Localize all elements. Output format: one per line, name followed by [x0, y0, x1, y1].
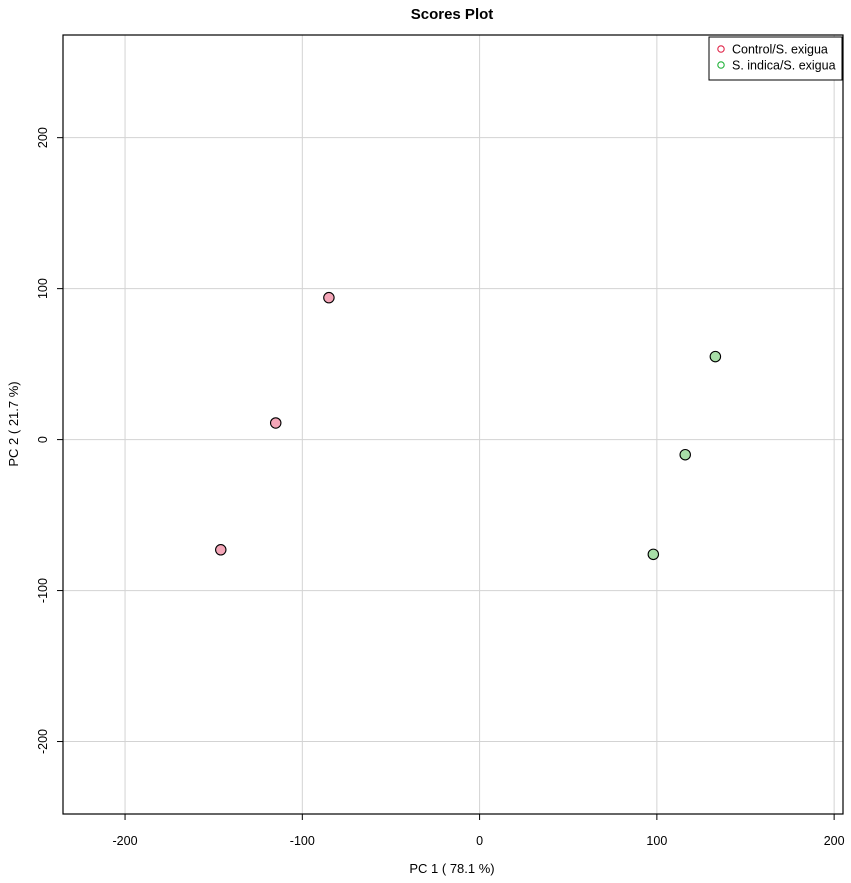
y-axis-label: PC 2 ( 21.7 %) — [6, 381, 21, 466]
plot-frame — [62, 34, 844, 815]
data-point-series-1 — [215, 544, 227, 556]
y-tick-label: -200 — [36, 729, 50, 754]
data-points — [215, 291, 722, 561]
y-axis-ticks: -200 -100 0 100 200 — [36, 127, 63, 754]
legend-label-series-1: Control/S. exigua — [732, 43, 828, 57]
data-point-series-1 — [269, 417, 282, 429]
legend: Control/S. exigua S. indica/S. exigua — [708, 36, 843, 81]
grid-lines — [63, 35, 843, 814]
legend-box — [708, 36, 843, 81]
y-tick-label: 200 — [36, 127, 50, 148]
data-point-series-2 — [679, 448, 691, 461]
data-point-series-2 — [709, 350, 722, 363]
x-axis-label: PC 1 ( 78.1 %) — [409, 861, 494, 876]
legend-marker-series-1 — [717, 45, 725, 53]
x-tick-label: -200 — [113, 834, 138, 848]
chart-title: Scores Plot — [411, 6, 494, 23]
legend-marker-series-2 — [717, 61, 725, 69]
x-tick-label: 100 — [646, 834, 667, 848]
y-tick-label: -100 — [36, 578, 50, 603]
x-tick-label: 0 — [476, 834, 483, 848]
x-tick-label: 200 — [824, 834, 845, 848]
x-axis-ticks: -200 -100 0 100 200 — [113, 814, 845, 848]
x-tick-label: -100 — [290, 834, 315, 848]
y-tick-label: 100 — [36, 278, 50, 299]
data-point-series-1 — [323, 291, 335, 304]
y-tick-label: 0 — [36, 436, 50, 443]
data-point-series-2 — [647, 548, 660, 561]
legend-label-series-2: S. indica/S. exigua — [732, 59, 836, 73]
